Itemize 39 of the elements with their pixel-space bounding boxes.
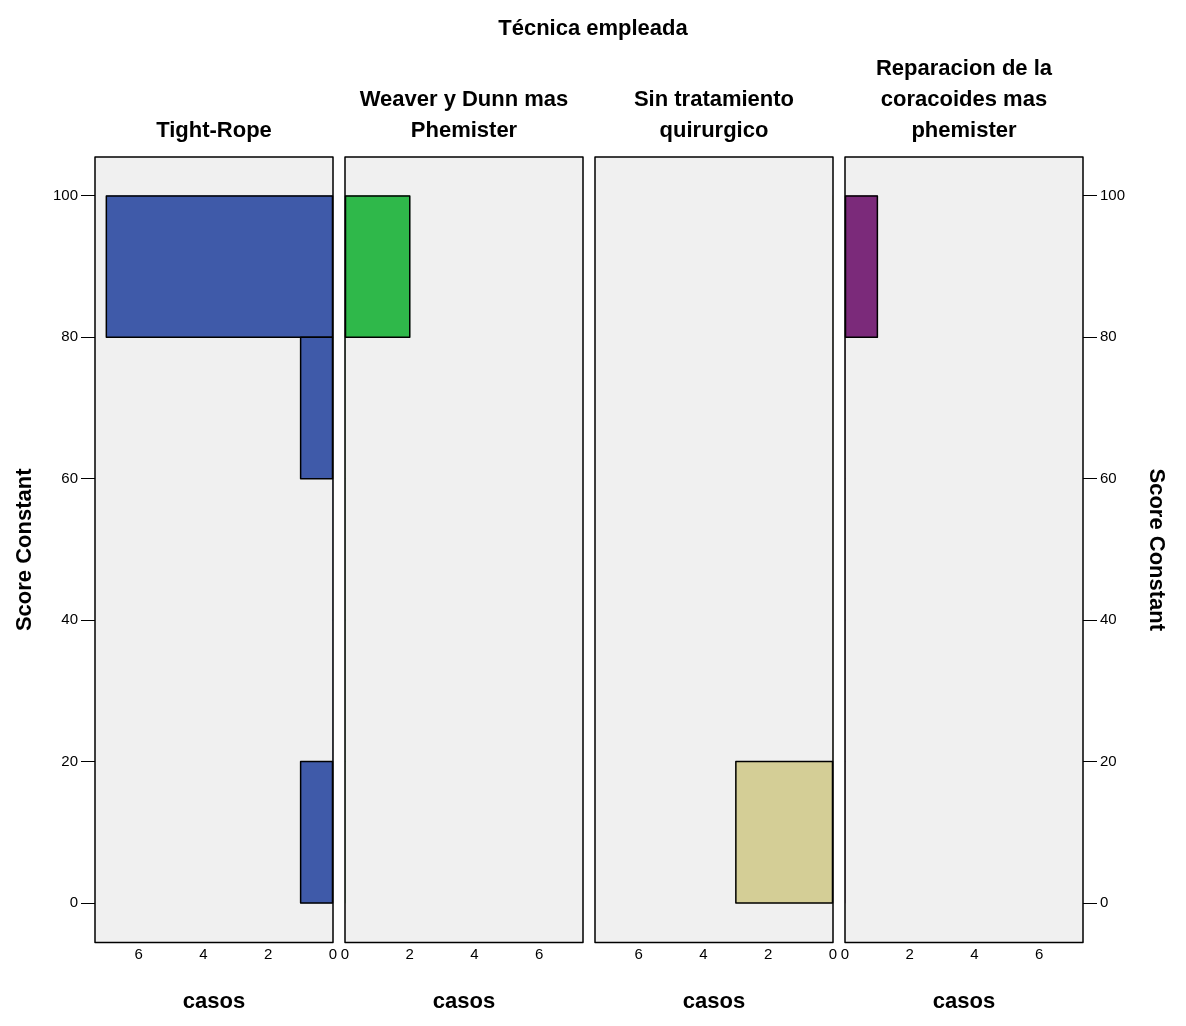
x-axis-title: casos xyxy=(432,987,496,1013)
x-axis-title: casos xyxy=(682,987,746,1013)
y-tick-label: 60 xyxy=(61,468,78,486)
x-tick-label: 6 xyxy=(134,944,143,962)
y-tick-label: 20 xyxy=(1100,751,1117,769)
x-tick-label: 6 xyxy=(634,944,643,962)
x-tick-label: 4 xyxy=(699,944,708,962)
y-tick-label: 80 xyxy=(1100,327,1117,345)
y-tick-label: 0 xyxy=(69,893,78,911)
y-tick-label: 100 xyxy=(52,186,78,204)
y-tick-label: 40 xyxy=(1100,610,1117,628)
y-tick-label: 60 xyxy=(1100,468,1117,486)
y-tick-label: 40 xyxy=(61,610,78,628)
chart-title: Tight-Rope xyxy=(156,116,272,144)
x-tick-label: 4 xyxy=(970,944,979,962)
x-tick-label: 0 xyxy=(828,944,838,962)
x-tick-label: 4 xyxy=(470,944,479,962)
chart-title: Sin tratamiento quirurgico xyxy=(632,85,796,144)
x-axis-title: casos xyxy=(932,987,996,1013)
text: Técnica empleada xyxy=(498,15,688,41)
x-tick-label: 2 xyxy=(905,944,914,962)
x-tick-label: 6 xyxy=(535,944,544,962)
x-axis-title: casos xyxy=(182,987,246,1013)
y-axis-title: Score Constant xyxy=(1144,468,1170,632)
x-tick-label: 0 xyxy=(328,944,338,962)
x-tick-label: 6 xyxy=(1035,944,1044,962)
y-tick-label: 80 xyxy=(61,327,78,345)
y-tick-label: 20 xyxy=(61,751,78,769)
x-tick-label: 4 xyxy=(199,944,208,962)
x-tick-label: 0 xyxy=(840,944,850,962)
x-tick-label: 2 xyxy=(405,944,414,962)
y-axis-title: Score Constant xyxy=(11,467,37,632)
chart-title: Reparacion de la coracoides mas phemister xyxy=(874,54,1054,144)
chart-title: Weaver y Dunn mas Phemister xyxy=(358,85,570,144)
x-tick-label: 0 xyxy=(340,944,350,962)
x-tick-label: 2 xyxy=(264,944,273,962)
y-tick-label: 100 xyxy=(1100,186,1126,204)
y-tick-label: 0 xyxy=(1100,893,1109,911)
x-tick-label: 2 xyxy=(764,944,773,962)
